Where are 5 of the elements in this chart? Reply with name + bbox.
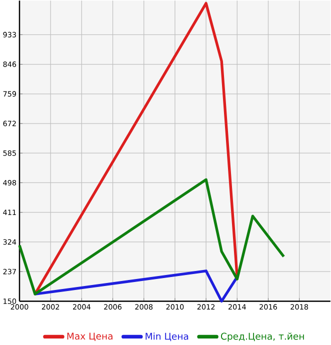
line-series <box>34 270 238 303</box>
legend-label: Сред.Цена, т.йен <box>220 332 304 342</box>
legend-label: Max Цена <box>67 332 112 341</box>
line-series <box>18 178 286 296</box>
legend-label: Min Цена <box>146 332 188 342</box>
